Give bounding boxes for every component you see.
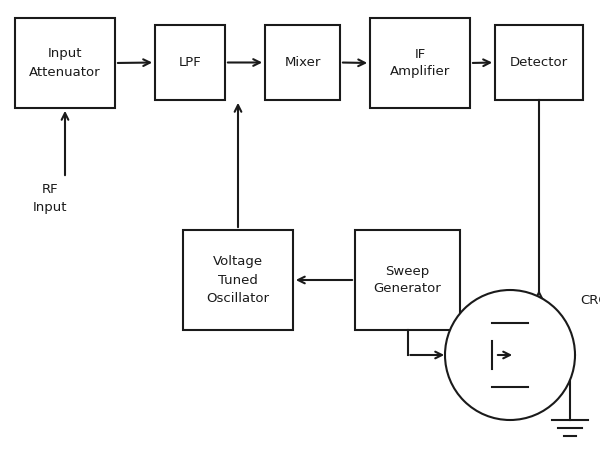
Bar [495,25,583,100]
Bar [355,230,460,330]
Text: Sweep
Generator: Sweep Generator [374,265,442,296]
Text: LPF: LPF [179,56,202,69]
Text: Mixer: Mixer [284,56,320,69]
Text: IF
Amplifier: IF Amplifier [390,47,450,78]
Circle shape [445,290,575,420]
Text: CRO: CRO [580,293,600,306]
Bar [370,18,470,108]
Text: Voltage
Tuned
Oscillator: Voltage Tuned Oscillator [206,256,269,305]
Bar [15,18,115,108]
Bar [155,25,225,100]
Bar [265,25,340,100]
Text: Input
Attenuator: Input Attenuator [29,47,101,78]
Text: Detector: Detector [510,56,568,69]
Bar [183,230,293,330]
Text: RF
Input: RF Input [33,183,67,214]
